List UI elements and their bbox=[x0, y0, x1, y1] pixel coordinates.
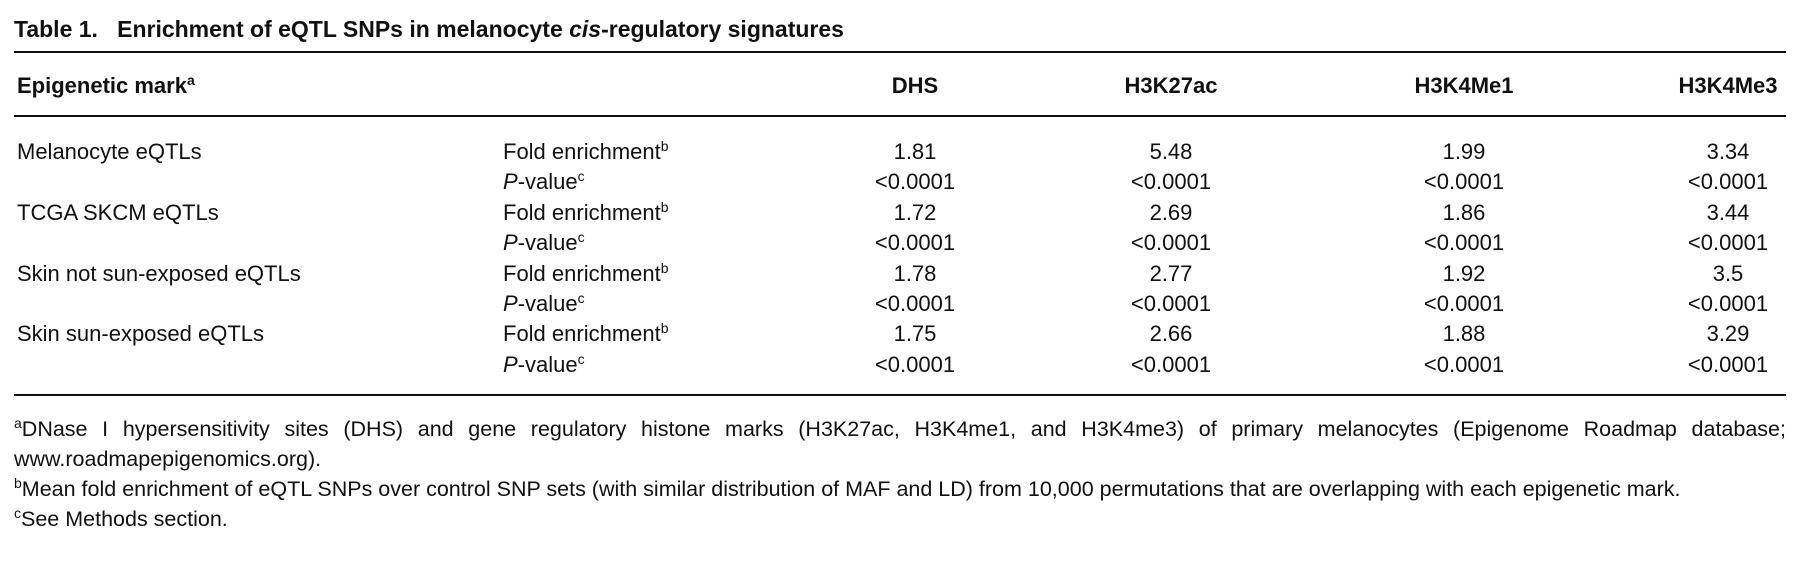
column-header: H3K4Me1 bbox=[1414, 73, 1514, 98]
footnote-ref: b bbox=[660, 320, 669, 337]
cell-value: <0.0001 bbox=[1687, 169, 1769, 195]
cell-value: 3.29 bbox=[1706, 321, 1750, 347]
cell-value: 1.81 bbox=[893, 139, 937, 164]
row-name: Melanocyte eQTLs bbox=[17, 139, 202, 164]
title-text: cis bbox=[569, 16, 602, 42]
stat-label-text: P bbox=[503, 291, 518, 316]
footnote-ref: c bbox=[577, 168, 585, 185]
stat-label-text: Fold enrichment bbox=[503, 321, 661, 347]
column-header: H3K4Me3 bbox=[1678, 73, 1778, 98]
cell-value: <0.0001 bbox=[1423, 291, 1505, 316]
stat-label: P-valuec bbox=[503, 350, 585, 380]
cell-value: <0.0001 bbox=[874, 291, 956, 316]
stat-label-text: Fold enrichment bbox=[503, 139, 661, 164]
cell-value: <0.0001 bbox=[1130, 291, 1212, 316]
stat-label: Fold enrichmentb bbox=[503, 137, 669, 167]
cell-value: 1.72 bbox=[893, 199, 937, 225]
row-name: Skin sun-exposed eQTLs bbox=[17, 321, 265, 347]
cell-value: 3.34 bbox=[1706, 139, 1750, 164]
cell-value: 3.5 bbox=[1712, 260, 1744, 286]
stat-label-text: P bbox=[503, 351, 518, 377]
cell-value: 1.86 bbox=[1442, 199, 1486, 225]
table-title: Table 1. Enrichment of eQTL SNPs in mela… bbox=[14, 14, 844, 44]
footnote: bMean fold enrichment of eQTL SNPs over … bbox=[14, 474, 1786, 504]
cell-value: <0.0001 bbox=[1423, 351, 1505, 377]
cell-value: <0.0001 bbox=[1687, 351, 1769, 377]
stat-label: P-valuec bbox=[503, 228, 585, 258]
title-text: -regulatory signatures bbox=[601, 16, 844, 42]
stat-label-text: P bbox=[503, 169, 518, 195]
header-first: Epigenetic marka bbox=[17, 71, 195, 101]
footnote-mark: b bbox=[14, 475, 22, 491]
cell-value: <0.0001 bbox=[1687, 291, 1769, 316]
cell-value: 1.88 bbox=[1442, 321, 1486, 347]
cell-value: 1.99 bbox=[1442, 139, 1486, 164]
header-text: Epigenetic mark bbox=[17, 73, 187, 98]
stat-label-text: -value bbox=[517, 291, 578, 316]
cell-value: 1.75 bbox=[893, 321, 937, 347]
cell-value: <0.0001 bbox=[1687, 230, 1769, 256]
cell-value: 2.69 bbox=[1149, 199, 1193, 225]
cell-value: <0.0001 bbox=[1423, 169, 1505, 195]
row-name: Skin not sun-exposed eQTLs bbox=[17, 260, 301, 286]
cell-value: 3.44 bbox=[1706, 199, 1750, 225]
stat-label-text: -value bbox=[517, 169, 578, 195]
stat-label-text: Fold enrichment bbox=[503, 260, 661, 286]
footnote-mark: c bbox=[14, 505, 21, 521]
cell-value: <0.0001 bbox=[1130, 351, 1212, 377]
footnote: cSee Methods section. bbox=[14, 504, 1786, 534]
stat-label: Fold enrichmentb bbox=[503, 259, 669, 289]
column-header: H3K27ac bbox=[1124, 73, 1218, 98]
header-rule bbox=[14, 115, 1786, 117]
cell-value: 1.78 bbox=[893, 260, 937, 286]
bottom-rule bbox=[14, 394, 1786, 396]
cell-value: <0.0001 bbox=[1130, 230, 1212, 256]
footnote-mark: a bbox=[14, 415, 22, 431]
footnote-ref: a bbox=[186, 72, 195, 88]
footnote-text: See Methods section. bbox=[21, 507, 228, 531]
column-header: DHS bbox=[891, 73, 939, 98]
stat-label-text: -value bbox=[517, 351, 578, 377]
footnote-ref: c bbox=[577, 290, 585, 306]
cell-value: <0.0001 bbox=[874, 351, 956, 377]
stat-label-text: P bbox=[503, 230, 518, 256]
footnote-ref: b bbox=[660, 259, 669, 276]
cell-value: 2.66 bbox=[1149, 321, 1193, 347]
stat-label: Fold enrichmentb bbox=[503, 319, 669, 349]
row-name: TCGA SKCM eQTLs bbox=[17, 199, 219, 225]
footnote-text: Mean fold enrichment of eQTL SNPs over c… bbox=[21, 477, 1681, 501]
stat-label: Fold enrichmentb bbox=[503, 198, 669, 228]
footnote-ref: b bbox=[660, 198, 669, 215]
footnote: aDNase I hypersensitivity sites (DHS) an… bbox=[14, 414, 1786, 474]
cell-value: <0.0001 bbox=[1423, 230, 1505, 256]
footnotes: aDNase I hypersensitivity sites (DHS) an… bbox=[14, 414, 1786, 534]
stat-label: P-valuec bbox=[503, 167, 585, 197]
cell-value: 1.92 bbox=[1442, 260, 1486, 286]
cell-value: <0.0001 bbox=[874, 169, 956, 195]
top-rule bbox=[14, 51, 1786, 53]
title-text: Enrichment of eQTL SNPs in melanocyte bbox=[117, 16, 570, 42]
stat-label-text: Fold enrichment bbox=[503, 199, 661, 225]
table-label: Table 1. bbox=[14, 16, 98, 42]
footnote-ref: c bbox=[577, 229, 585, 246]
cell-value: <0.0001 bbox=[1130, 169, 1212, 195]
stat-label-text: -value bbox=[517, 230, 578, 256]
footnote-ref: b bbox=[660, 138, 669, 154]
cell-value: <0.0001 bbox=[874, 230, 956, 256]
stat-label: P-valuec bbox=[503, 289, 585, 319]
footnote-ref: c bbox=[577, 350, 585, 367]
cell-value: 5.48 bbox=[1149, 139, 1193, 164]
footnote-text: DNase I hypersensitivity sites (DHS) and… bbox=[14, 417, 1786, 471]
cell-value: 2.77 bbox=[1149, 260, 1193, 286]
